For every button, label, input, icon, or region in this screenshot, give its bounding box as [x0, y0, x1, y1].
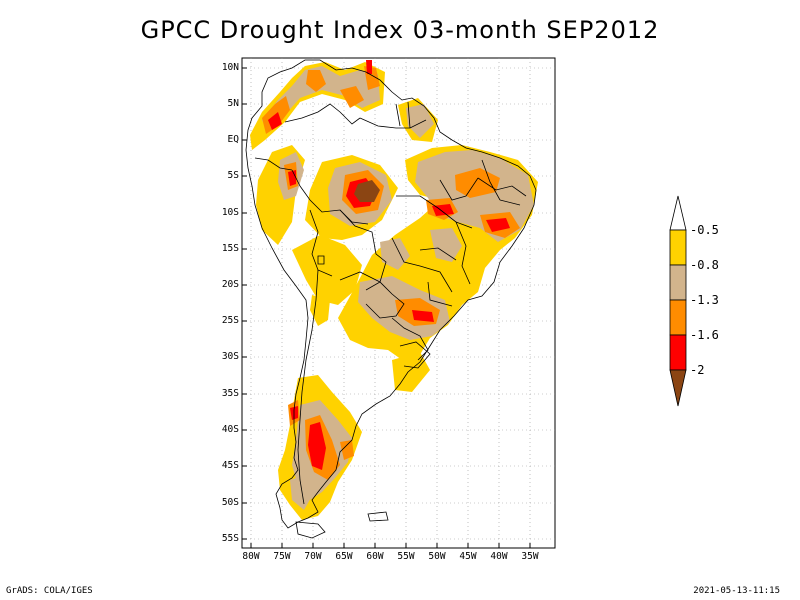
lon-label: 65W [335, 551, 353, 562]
continent-coastline [245, 59, 537, 529]
legend-swatch-none [669, 195, 687, 231]
map-title: GPCC Drought Index 03-month SEP2012 [140, 16, 660, 44]
legend-swatch-exceptional [669, 369, 687, 407]
legend-label: -0.5 [690, 223, 719, 237]
lat-label: 30S [221, 351, 239, 362]
lat-label: 10N [221, 62, 239, 73]
lon-label: 80W [242, 551, 260, 562]
falkland-islands [367, 511, 389, 522]
border-uruguay [399, 341, 431, 369]
lat-label: 40S [221, 424, 239, 435]
lat-label: 35S [221, 388, 239, 399]
legend-swatch-mild [669, 229, 687, 266]
lon-label: 40W [490, 551, 508, 562]
legend-label: -2 [690, 363, 705, 377]
lat-label: 5N [227, 98, 239, 109]
axis-ticks [242, 67, 531, 548]
lon-label: 50W [428, 551, 446, 562]
legend-label: -1.3 [690, 293, 719, 307]
border-peru-bolivia [309, 209, 333, 277]
border-colombia-venezuela [284, 103, 361, 125]
exceptional-drought-areas [354, 180, 380, 202]
lon-label: 70W [304, 551, 322, 562]
lat-label: 5S [227, 170, 239, 181]
lon-label: 55W [397, 551, 415, 562]
lon-label: 60W [366, 551, 384, 562]
lon-label: 45W [459, 551, 477, 562]
lat-label: 55S [221, 533, 239, 544]
coastlines-borders [245, 59, 537, 539]
lon-label: 35W [521, 551, 539, 562]
legend-swatch-moderate [669, 264, 687, 301]
brazil-states [391, 159, 527, 307]
lat-label: 10S [221, 207, 239, 218]
border-peru-brazil [291, 169, 369, 225]
legend-bar [669, 195, 687, 407]
lat-label: 25S [221, 315, 239, 326]
lat-label: 50S [221, 497, 239, 508]
lake-titicaca [317, 255, 325, 265]
lat-label: 20S [221, 279, 239, 290]
legend-label: -0.8 [690, 258, 719, 272]
timestamp: 2021-05-13-11:15 [693, 586, 780, 596]
lat-label: 45S [221, 460, 239, 471]
border-chile-argentina [297, 269, 319, 505]
border-argentina-brazil [391, 317, 429, 361]
extreme-drought-areas [268, 60, 510, 470]
tierra-del-fuego [295, 521, 326, 539]
lat-label: EQ [227, 134, 239, 145]
legend-swatch-severe [669, 299, 687, 336]
legend-swatch-extreme [669, 334, 687, 371]
lon-label: 75W [273, 551, 291, 562]
border-paraguay [339, 271, 405, 319]
legend-label: -1.6 [690, 328, 719, 342]
border-guianas [395, 101, 411, 129]
border-venezuela-brazil [359, 117, 427, 129]
border-ecuador-peru [254, 157, 293, 171]
lat-label: 15S [221, 243, 239, 254]
grads-credit: GrADS: COLA/IGES [6, 586, 93, 596]
